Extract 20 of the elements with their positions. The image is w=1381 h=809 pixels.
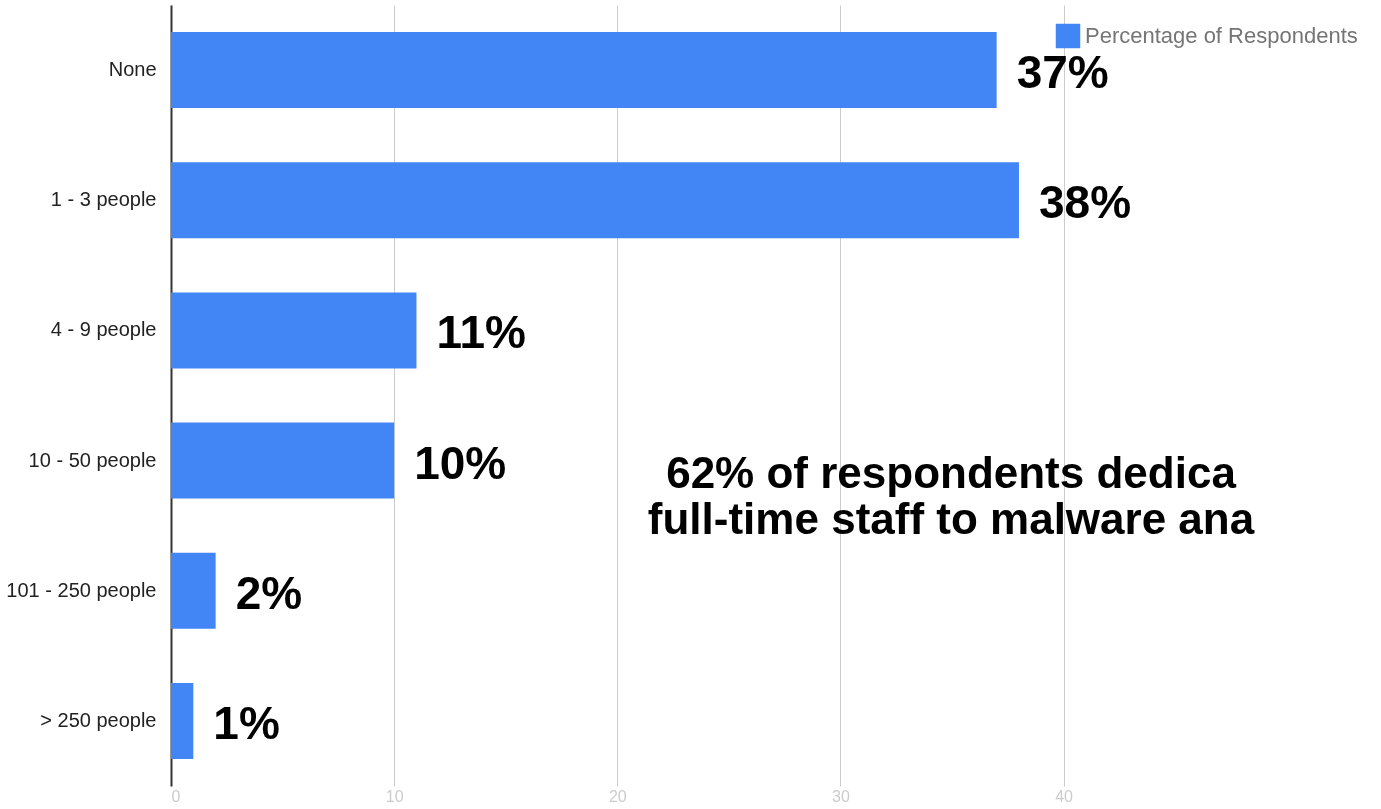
y-tick-label: 10 - 50 people (28, 448, 157, 471)
bar (171, 32, 997, 109)
y-tick-label: 4 - 9 people (50, 318, 157, 341)
y-tick-label: > 250 people (40, 708, 157, 731)
bar (171, 552, 216, 629)
legend-label: Percentage of Respondents (1085, 23, 1358, 48)
y-tick-label: 101 - 250 people (6, 578, 157, 601)
y-tick-label: 1 - 3 people (50, 188, 157, 211)
bar (171, 422, 395, 499)
text: 2% (235, 566, 303, 619)
text: 38% (1038, 176, 1132, 229)
text: 1% (213, 696, 280, 749)
text: 37% (1016, 46, 1109, 99)
bar (171, 292, 417, 369)
y-tick-label: None (108, 58, 157, 81)
annotation: 62% of respondents dedica full-time staff to malware ana (647, 448, 1255, 543)
bar (171, 682, 194, 759)
bar (171, 162, 1019, 239)
text: 10% (414, 436, 507, 489)
text: 11% (436, 306, 526, 359)
